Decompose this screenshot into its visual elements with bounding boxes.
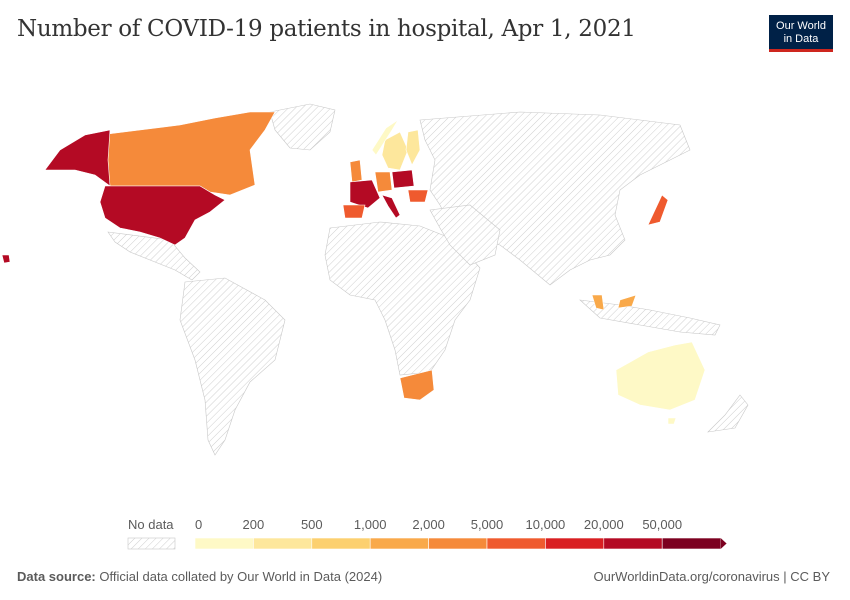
logo-line-2: in Data — [783, 33, 819, 45]
legend-bin-0[interactable] — [194, 537, 254, 550]
source-url[interactable]: OurWorldinData.org/coronavirus | CC BY — [593, 569, 830, 584]
color-legend: No data 0 200 500 1,000 2,000 5,000 10,000 20,0… — [127, 517, 727, 550]
map-indonesia[interactable] — [579, 299, 721, 336]
map-japan[interactable] — [647, 194, 669, 226]
legend-tick-1: 200 — [243, 517, 265, 532]
map-hawaii[interactable] — [1, 254, 11, 264]
map-middle-east[interactable] — [429, 204, 501, 266]
data-source-label: Data source: — [17, 569, 96, 584]
map-canada[interactable] — [99, 111, 276, 196]
legend-bin-5[interactable] — [486, 537, 546, 550]
map-australia[interactable] — [615, 341, 706, 411]
data-source: Data source: Official data collated by O… — [17, 569, 382, 584]
map-france[interactable] — [349, 179, 381, 209]
legend-bin-3[interactable] — [369, 537, 429, 550]
legend-tick-8: 50,000 — [642, 517, 682, 532]
map-united-states[interactable] — [99, 185, 226, 246]
legend-tick-4: 2,000 — [412, 517, 445, 532]
owid-logo[interactable]: Our World in Data — [769, 15, 833, 52]
map-tasmania[interactable] — [667, 417, 677, 425]
legend-tick-3: 1,000 — [354, 517, 387, 532]
legend-no-data-swatch — [127, 537, 176, 550]
map-alaska[interactable] — [44, 129, 111, 187]
data-source-text: Official data collated by Our World in D… — [99, 569, 383, 584]
map-malaysia[interactable] — [591, 294, 637, 311]
legend-tick-5: 5,000 — [471, 517, 504, 532]
map-south-africa[interactable] — [399, 369, 435, 401]
page-title: Number of COVID-19 patients in hospital,… — [17, 16, 636, 42]
map-norway[interactable] — [371, 119, 399, 156]
map-finland[interactable] — [405, 129, 421, 166]
legend-bin-6[interactable] — [545, 537, 605, 550]
legend-bin-4[interactable] — [428, 537, 488, 550]
legend-tick-6: 10,000 — [526, 517, 566, 532]
legend-bin-1[interactable] — [253, 537, 313, 550]
legend-bin-8[interactable] — [661, 537, 721, 550]
legend-bin-7[interactable] — [603, 537, 663, 550]
world-map — [1, 103, 749, 456]
logo-line-1: Our World — [776, 20, 826, 32]
legend-tick-0: 0 — [195, 517, 202, 532]
legend-tick-2: 500 — [301, 517, 323, 532]
map-new-zealand[interactable] — [707, 394, 749, 433]
map-germany[interactable] — [374, 171, 393, 193]
map-spain[interactable] — [342, 204, 366, 219]
map-poland[interactable] — [391, 169, 415, 189]
map-mexico-central-america[interactable] — [107, 231, 201, 281]
map-sweden[interactable] — [381, 131, 409, 171]
map-italy[interactable] — [381, 194, 401, 219]
legend-no-data-label: No data — [128, 517, 174, 532]
legend-bin-2[interactable] — [311, 537, 371, 550]
map-romania[interactable] — [407, 189, 429, 203]
map-south-america[interactable] — [179, 277, 286, 456]
legend-arrow-tip — [720, 538, 727, 549]
map-greenland[interactable] — [269, 103, 336, 151]
map-united-kingdom[interactable] — [349, 159, 363, 183]
legend-tick-7: 20,000 — [584, 517, 624, 532]
